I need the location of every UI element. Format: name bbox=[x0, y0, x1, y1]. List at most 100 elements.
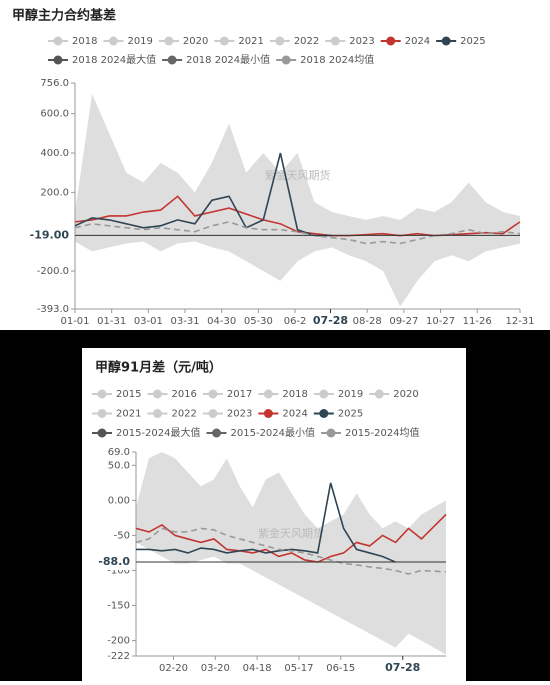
legend-label: 2023 bbox=[227, 409, 252, 420]
legend-label: 2015-2024最大值 bbox=[116, 426, 201, 439]
x-tick-label: 01-01 bbox=[60, 316, 89, 327]
series-line bbox=[135, 513, 447, 563]
x-tick-label: 08-28 bbox=[353, 316, 382, 327]
legend-label: 2015 bbox=[116, 389, 141, 400]
legend-icon bbox=[219, 36, 229, 46]
y-tick-label: -150 bbox=[107, 601, 130, 612]
legend-icon bbox=[386, 36, 396, 46]
legend-label: 2022 bbox=[294, 36, 319, 47]
chart-title: 甲醇91月差（元/吨） bbox=[95, 360, 222, 376]
x-tick-label: 02-20 bbox=[159, 663, 188, 674]
y-tick-label: 0.00 bbox=[108, 495, 130, 506]
y-tick-label: 50.0 bbox=[108, 460, 130, 471]
crosshair-label-bg bbox=[380, 660, 425, 676]
legend-icon bbox=[53, 55, 63, 65]
x-tick-label: 06-2 bbox=[284, 316, 307, 327]
legend-icon bbox=[152, 409, 162, 418]
y-tick-label: 756.0 bbox=[40, 78, 69, 89]
x-tick-label: 03-31 bbox=[170, 316, 199, 327]
x-tick-label: 12-31 bbox=[505, 316, 534, 327]
series-line bbox=[136, 482, 396, 563]
legend-label: 2022 bbox=[171, 409, 196, 420]
legend-label: 2020 bbox=[183, 36, 208, 47]
y-tick-label: -200.0 bbox=[37, 266, 69, 277]
legend-icon bbox=[53, 36, 63, 46]
legend-icon bbox=[281, 55, 291, 65]
series-line bbox=[74, 152, 332, 237]
legend-label: 2018 2024均值 bbox=[300, 53, 374, 66]
legend-icon bbox=[275, 36, 285, 46]
x-tick-label: 04-18 bbox=[243, 663, 272, 674]
legend-icon bbox=[97, 409, 107, 418]
legend-label: 2015-2024最小值 bbox=[231, 426, 316, 439]
legend-label: 2021 bbox=[116, 409, 141, 420]
y-tick-label: -100 bbox=[107, 565, 130, 576]
legend-label: 2018 bbox=[72, 36, 97, 47]
legend-label: 2025 bbox=[338, 409, 363, 420]
y-tick-label: -200 bbox=[107, 636, 130, 647]
y-tick-label: -50 bbox=[114, 530, 130, 541]
chart-title: 甲醇主力合约基差 bbox=[12, 8, 116, 24]
crosshair-y-label: -88.0 bbox=[98, 555, 130, 568]
legend-label: 2018 bbox=[282, 389, 307, 400]
legend-icon bbox=[167, 55, 177, 65]
legend-label: 2018 2024最大值 bbox=[72, 53, 156, 66]
x-tick-label: 10-27 bbox=[426, 316, 455, 327]
y-tick-label: 400.0 bbox=[40, 148, 69, 159]
crosshair-x-label: 07-28 bbox=[385, 661, 420, 674]
legend-icon bbox=[97, 428, 107, 438]
y-tick-label: 600.0 bbox=[40, 109, 69, 120]
legend-icon bbox=[97, 389, 107, 399]
legend-icon bbox=[108, 36, 118, 46]
legend-label: 2019 bbox=[127, 36, 152, 47]
legend-icon bbox=[330, 36, 340, 46]
x-tick-label: 05-30 bbox=[244, 316, 273, 327]
y-tick-label: 200.0 bbox=[40, 187, 69, 198]
crosshair-label-bg bbox=[308, 313, 353, 329]
y-tick-label: -222 bbox=[107, 651, 130, 662]
legend-icon bbox=[152, 389, 162, 399]
legend-icon bbox=[319, 409, 329, 418]
mean-line bbox=[74, 221, 521, 245]
x-tick-label: 03-01 bbox=[134, 316, 163, 327]
min-max-band bbox=[75, 94, 520, 307]
crosshair-label-bg bbox=[27, 227, 73, 244]
legend-label: 2021 bbox=[238, 36, 263, 47]
legend-label: 2024 bbox=[405, 36, 430, 47]
watermark: 紫金天风期货 bbox=[265, 168, 331, 182]
mean-line bbox=[135, 527, 447, 575]
legend-icon bbox=[208, 409, 218, 418]
legend-label: 2023 bbox=[349, 36, 374, 47]
x-tick-label: 04-30 bbox=[207, 316, 236, 327]
legend-label: 2024 bbox=[282, 409, 307, 420]
legend-icon bbox=[164, 36, 174, 46]
legend-icon bbox=[441, 36, 451, 46]
x-tick-label: 01-31 bbox=[97, 316, 126, 327]
legend-label: 2016 bbox=[171, 389, 196, 400]
y-tick-label: 69.0 bbox=[108, 447, 130, 458]
legend-label: 2017 bbox=[227, 389, 252, 400]
y-tick-label: -393.0 bbox=[37, 304, 69, 315]
legend-icon bbox=[263, 389, 273, 399]
x-tick-label: 05-17 bbox=[284, 663, 313, 674]
crosshair-y-label: -19.00 bbox=[30, 228, 70, 241]
legend-icon bbox=[326, 428, 336, 438]
legend-label: 2015-2024均值 bbox=[345, 426, 420, 439]
legend-icon bbox=[319, 389, 329, 399]
legend-label: 2020 bbox=[393, 389, 418, 400]
legend-label: 2019 bbox=[338, 389, 363, 400]
x-tick-label: 03-20 bbox=[201, 663, 230, 674]
legend-icon bbox=[374, 389, 384, 399]
legend-icon bbox=[208, 389, 218, 399]
crosshair-x-label: 07-28 bbox=[313, 314, 348, 327]
legend-label: 2018 2024最小值 bbox=[186, 53, 270, 66]
x-tick-label: 06-15 bbox=[326, 663, 355, 674]
legend-icon bbox=[212, 428, 222, 438]
legend-label: 2025 bbox=[460, 36, 485, 47]
legend-icon bbox=[263, 409, 273, 418]
crosshair-label-bg bbox=[88, 554, 134, 571]
watermark: 紫金天风期货 bbox=[258, 526, 324, 540]
x-tick-label: 09-27 bbox=[389, 316, 418, 327]
x-tick-label: 11-26 bbox=[463, 316, 492, 327]
